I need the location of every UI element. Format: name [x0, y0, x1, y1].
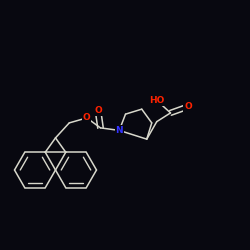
- Text: O: O: [94, 106, 102, 115]
- Text: HO: HO: [149, 96, 164, 105]
- Text: N: N: [116, 126, 123, 135]
- Text: O: O: [83, 114, 91, 122]
- Text: O: O: [184, 102, 192, 111]
